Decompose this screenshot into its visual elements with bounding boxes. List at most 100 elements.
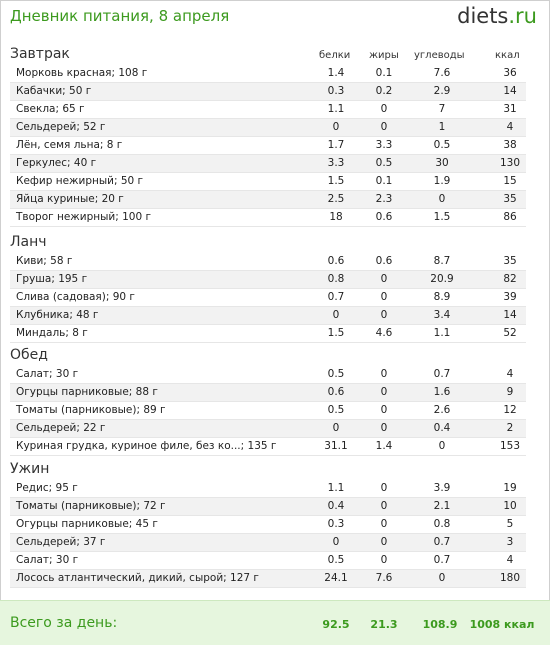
food-row[interactable]: Томаты (парниковые); 89 г 0.5 0 2.6 12 <box>10 402 526 420</box>
fat-value: 0 <box>380 386 388 398</box>
carbs-value: 0.7 <box>433 536 451 548</box>
totals-label: Всего за день: <box>10 615 118 631</box>
fat-value: 0 <box>380 103 388 115</box>
carbs-value: 30 <box>435 157 449 169</box>
fat-value: 2.3 <box>375 193 393 205</box>
kcal-value: 35 <box>503 255 517 267</box>
fat-value: 3.3 <box>375 139 393 151</box>
carbs-value: 2.9 <box>433 85 451 97</box>
fat-value: 0.1 <box>375 175 393 187</box>
fat-value: 0 <box>380 121 388 133</box>
kcal-value: 4 <box>506 368 514 380</box>
kcal-value: 4 <box>506 554 514 566</box>
food-row[interactable]: Морковь красная; 108 г 1.4 0.1 7.6 36 <box>10 65 526 83</box>
carbs-value: 0.7 <box>433 368 451 380</box>
kcal-value: 12 <box>503 404 517 416</box>
protein-value: 0.5 <box>327 404 345 416</box>
food-name: Лён, семя льна; 8 г <box>16 139 123 151</box>
kcal-value: 52 <box>503 327 517 339</box>
food-row[interactable]: Творог нежирный; 100 г 18 0.6 1.5 86 <box>10 209 526 227</box>
site-logo[interactable]: diets.ru <box>457 4 537 28</box>
food-row[interactable]: Редис; 95 г 1.1 0 3.9 19 <box>10 480 526 498</box>
day-totals: Всего за день: 92.5 21.3 108.9 1008 ккал <box>0 600 550 645</box>
food-name: Томаты (парниковые); 72 г <box>16 500 166 512</box>
food-row[interactable]: Кефир нежирный; 50 г 1.5 0.1 1.9 15 <box>10 173 526 191</box>
fat-value: 7.6 <box>375 572 393 584</box>
food-name: Кефир нежирный; 50 г <box>16 175 144 187</box>
food-name: Творог нежирный; 100 г <box>16 211 151 223</box>
kcal-value: 38 <box>503 139 517 151</box>
food-row[interactable]: Лосось атлантический, дикий, сырой; 127 … <box>10 570 526 588</box>
food-row[interactable]: Лён, семя льна; 8 г 1.7 3.3 0.5 38 <box>10 137 526 155</box>
protein-value: 31.1 <box>324 440 348 452</box>
food-row[interactable]: Сельдерей; 52 г 0 0 1 4 <box>10 119 526 137</box>
food-name: Кабачки; 50 г <box>16 85 92 97</box>
carbs-value: 7 <box>438 103 446 115</box>
total-fat: 21.3 <box>370 618 398 631</box>
kcal-value: 10 <box>503 500 517 512</box>
food-row[interactable]: Куриная грудка, куриное филе, без ко...;… <box>10 438 526 456</box>
fat-value: 4.6 <box>375 327 393 339</box>
kcal-value: 4 <box>506 121 514 133</box>
carbs-value: 2.6 <box>433 404 451 416</box>
food-row[interactable]: Салат; 30 г 0.5 0 0.7 4 <box>10 366 526 384</box>
fat-value: 0 <box>380 518 388 530</box>
logo-tld: .ru <box>508 4 537 28</box>
page-title: Дневник питания, 8 апреля <box>10 7 230 25</box>
food-row[interactable]: Миндаль; 8 г 1.5 4.6 1.1 52 <box>10 325 526 343</box>
fat-value: 0.1 <box>375 67 393 79</box>
column-header-carbs: углеводы <box>414 50 465 61</box>
kcal-value: 3 <box>506 536 514 548</box>
food-row[interactable]: Томаты (парниковые); 72 г 0.4 0 2.1 10 <box>10 498 526 516</box>
kcal-value: 9 <box>506 386 514 398</box>
food-row[interactable]: Клубника; 48 г 0 0 3.4 14 <box>10 307 526 325</box>
food-row[interactable]: Огурцы парниковые; 45 г 0.3 0 0.8 5 <box>10 516 526 534</box>
food-row[interactable]: Свекла; 65 г 1.1 0 7 31 <box>10 101 526 119</box>
food-name: Сельдерей; 52 г <box>16 121 106 133</box>
kcal-value: 2 <box>506 422 514 434</box>
kcal-value: 86 <box>503 211 517 223</box>
protein-value: 0.5 <box>327 368 345 380</box>
food-name: Салат; 30 г <box>16 368 79 380</box>
food-row[interactable]: Киви; 58 г 0.6 0.6 8.7 35 <box>10 253 526 271</box>
food-name: Свекла; 65 г <box>16 103 85 115</box>
food-row[interactable]: Слива (садовая); 90 г 0.7 0 8.9 39 <box>10 289 526 307</box>
food-name: Салат; 30 г <box>16 554 79 566</box>
fat-value: 0.6 <box>375 255 393 267</box>
kcal-value: 14 <box>503 309 517 321</box>
carbs-value: 0 <box>438 193 446 205</box>
section-title: Обед <box>10 347 48 363</box>
food-row[interactable]: Сельдерей; 37 г 0 0 0.7 3 <box>10 534 526 552</box>
fat-value: 0 <box>380 404 388 416</box>
protein-value: 1.4 <box>327 67 345 79</box>
fat-value: 1.4 <box>375 440 393 452</box>
fat-value: 0 <box>380 482 388 494</box>
food-name: Сельдерей; 37 г <box>16 536 106 548</box>
carbs-value: 2.1 <box>433 500 451 512</box>
fat-value: 0 <box>380 500 388 512</box>
food-name: Морковь красная; 108 г <box>16 67 148 79</box>
protein-value: 0 <box>332 536 340 548</box>
food-row[interactable]: Груша; 195 г 0.8 0 20.9 82 <box>10 271 526 289</box>
food-row[interactable]: Сельдерей; 22 г 0 0 0.4 2 <box>10 420 526 438</box>
food-row[interactable]: Кабачки; 50 г 0.3 0.2 2.9 14 <box>10 83 526 101</box>
protein-value: 0.6 <box>327 255 345 267</box>
carbs-value: 0.7 <box>433 554 451 566</box>
food-row[interactable]: Геркулес; 40 г 3.3 0.5 30 130 <box>10 155 526 173</box>
food-row[interactable]: Салат; 30 г 0.5 0 0.7 4 <box>10 552 526 570</box>
food-name: Огурцы парниковые; 45 г <box>16 518 158 530</box>
carbs-value: 20.9 <box>430 273 454 285</box>
kcal-value: 15 <box>503 175 517 187</box>
food-name: Киви; 58 г <box>16 255 73 267</box>
carbs-value: 1 <box>438 121 446 133</box>
fat-value: 0 <box>380 554 388 566</box>
carbs-value: 0 <box>438 440 446 452</box>
protein-value: 1.5 <box>327 327 345 339</box>
carbs-value: 0.5 <box>433 139 451 151</box>
food-row[interactable]: Огурцы парниковые; 88 г 0.6 0 1.6 9 <box>10 384 526 402</box>
food-name: Куриная грудка, куриное филе, без ко...;… <box>16 440 277 452</box>
food-name: Сельдерей; 22 г <box>16 422 106 434</box>
fat-value: 0 <box>380 368 388 380</box>
food-row[interactable]: Яйца куриные; 20 г 2.5 2.3 0 35 <box>10 191 526 209</box>
fat-value: 0 <box>380 422 388 434</box>
